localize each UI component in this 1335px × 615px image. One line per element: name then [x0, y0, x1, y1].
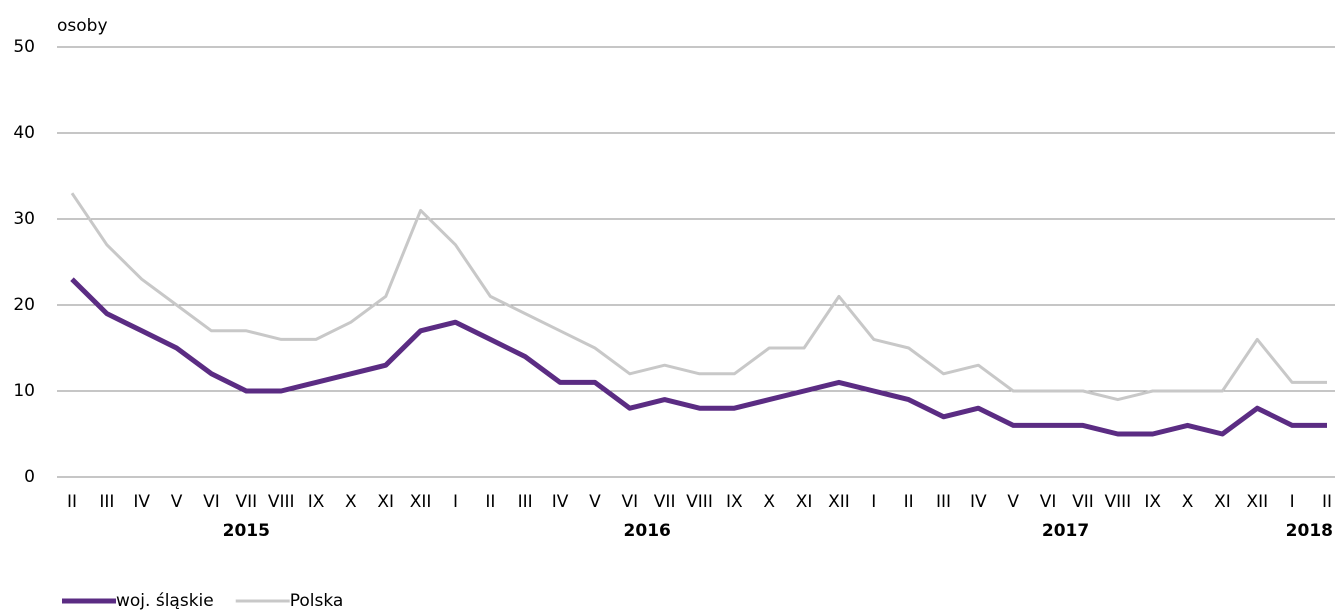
- x-tick-label: X: [1182, 492, 1194, 512]
- x-tick-label: VIII: [1104, 492, 1131, 512]
- x-tick-label: II: [904, 492, 914, 512]
- x-tick-label: IV: [552, 492, 569, 512]
- legend-label: woj. śląskie: [116, 591, 214, 611]
- year-label: 2015: [223, 521, 270, 541]
- x-tick-label: V: [1007, 492, 1019, 512]
- y-tick-label: 10: [13, 381, 35, 401]
- x-tick-label: X: [345, 492, 357, 512]
- x-tick-label: IX: [308, 492, 325, 512]
- x-tick-label: II: [485, 492, 495, 512]
- x-tick-label: II: [67, 492, 77, 512]
- x-tick-label: VII: [235, 492, 257, 512]
- x-tick-label: XII: [828, 492, 850, 512]
- x-tick-label: VI: [621, 492, 638, 512]
- x-tick-label: VIII: [268, 492, 295, 512]
- y-tick-label: 20: [13, 295, 35, 315]
- x-tick-label: XII: [1246, 492, 1268, 512]
- x-tick-label: XII: [410, 492, 432, 512]
- x-tick-label: VIII: [686, 492, 713, 512]
- x-tick-label: III: [936, 492, 951, 512]
- x-tick-label: VII: [1072, 492, 1094, 512]
- x-tick-label: V: [589, 492, 601, 512]
- x-tick-label: IX: [726, 492, 743, 512]
- x-tick-label: VI: [203, 492, 220, 512]
- year-label: 2016: [624, 521, 671, 541]
- year-label: 2017: [1042, 521, 1089, 541]
- x-tick-label: VII: [654, 492, 676, 512]
- x-tick-label: V: [171, 492, 183, 512]
- y-tick-label: 0: [24, 467, 35, 487]
- x-tick-label: IV: [133, 492, 150, 512]
- x-tick-label: II: [1322, 492, 1332, 512]
- x-tick-label: XI: [377, 492, 394, 512]
- x-tick-label: VI: [1040, 492, 1057, 512]
- x-tick-label: IV: [970, 492, 987, 512]
- y-tick-label: 30: [13, 209, 35, 229]
- x-tick-label: I: [453, 492, 458, 512]
- y-tick-label: 40: [13, 123, 35, 143]
- line-series: [70, 192, 1327, 402]
- y-tick-label: 50: [13, 37, 35, 57]
- year-label: 2018: [1286, 521, 1333, 541]
- x-tick-label: IX: [1144, 492, 1161, 512]
- legend-label: Polska: [290, 591, 344, 611]
- line-series: [70, 277, 1327, 437]
- x-tick-label: X: [763, 492, 775, 512]
- x-tick-label: III: [99, 492, 114, 512]
- y-axis-label: osoby: [57, 16, 108, 36]
- x-tick-label: III: [518, 492, 533, 512]
- x-tick-label: XI: [796, 492, 813, 512]
- x-tick-label: I: [1290, 492, 1295, 512]
- x-tick-label: XI: [1214, 492, 1231, 512]
- x-tick-label: I: [871, 492, 876, 512]
